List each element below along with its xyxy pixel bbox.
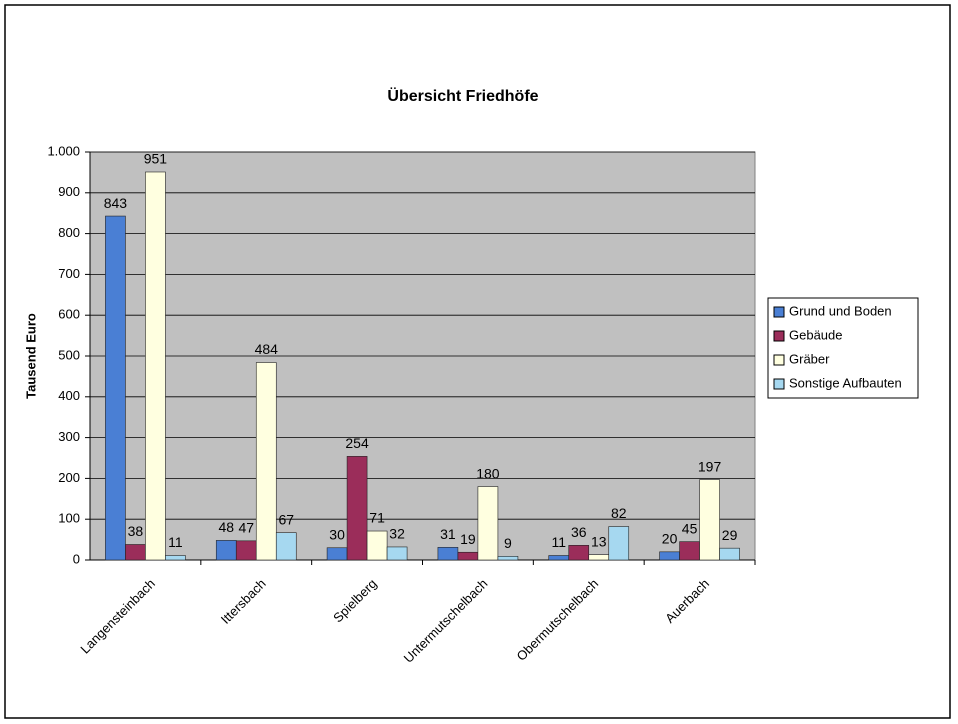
y-tick-label: 200 — [58, 470, 80, 485]
legend-label: Gräber — [789, 351, 830, 366]
data-label: 48 — [218, 519, 234, 535]
data-label: 9 — [504, 535, 512, 551]
bar — [215, 540, 237, 561]
data-label: 484 — [255, 341, 279, 357]
bar — [386, 546, 408, 561]
bar — [366, 530, 388, 561]
legend-swatch — [773, 330, 785, 342]
data-label: 19 — [460, 531, 476, 547]
y-tick-label: 400 — [58, 388, 80, 403]
data-label: 843 — [104, 195, 128, 211]
bar — [477, 486, 499, 561]
data-label: 82 — [611, 505, 627, 521]
legend-swatch — [773, 306, 785, 318]
data-label: 31 — [440, 526, 456, 542]
data-label: 20 — [662, 531, 678, 547]
data-label: 71 — [369, 510, 385, 526]
data-label: 47 — [238, 520, 254, 536]
bar — [145, 171, 166, 561]
data-label: 180 — [476, 465, 500, 481]
bar — [608, 526, 630, 561]
y-tick-label: 900 — [58, 184, 80, 199]
bar — [165, 555, 186, 561]
legend-label: Grund und Boden — [789, 303, 892, 318]
legend-label: Sonstige Aufbauten — [789, 375, 902, 390]
bar — [699, 479, 720, 561]
data-label: 11 — [551, 534, 566, 550]
data-label: 45 — [682, 520, 698, 536]
data-label: 254 — [345, 435, 369, 451]
y-tick-label: 100 — [58, 511, 80, 526]
y-tick-label: 0 — [73, 551, 80, 566]
y-tick-label: 500 — [58, 347, 80, 362]
bar — [125, 544, 146, 561]
data-label: 11 — [168, 534, 183, 550]
legend-label: Gebäude — [789, 327, 843, 342]
data-label: 13 — [591, 533, 607, 549]
bar — [437, 547, 459, 561]
bar — [457, 551, 479, 561]
data-label: 197 — [698, 458, 722, 474]
data-label: 29 — [722, 527, 738, 543]
bar — [719, 547, 740, 561]
bar — [346, 456, 368, 561]
bar — [548, 555, 570, 561]
bar — [679, 541, 700, 561]
y-tick-label: 1.000 — [47, 143, 80, 158]
data-label: 951 — [144, 151, 168, 167]
bar — [588, 554, 610, 561]
legend-box — [767, 297, 919, 399]
bar — [568, 545, 590, 561]
bar — [105, 215, 126, 561]
y-tick-label: 300 — [58, 429, 80, 444]
data-label: 67 — [278, 511, 294, 527]
legend-swatch — [773, 354, 785, 366]
data-label: 36 — [571, 524, 587, 540]
bar — [275, 532, 297, 561]
data-label: 30 — [329, 526, 345, 542]
y-axis-label: Tausend Euro — [23, 313, 38, 399]
data-label: 32 — [389, 526, 405, 542]
chart-title: Übersicht Friedhöfe — [387, 86, 538, 105]
data-label: 38 — [128, 523, 144, 539]
bar — [255, 362, 277, 561]
y-tick-label: 800 — [58, 225, 80, 240]
bar — [326, 547, 348, 561]
y-tick-label: 700 — [58, 266, 80, 281]
bar — [235, 540, 257, 561]
bar — [497, 556, 519, 561]
legend-swatch — [773, 378, 785, 390]
bar — [659, 551, 680, 561]
y-tick-label: 600 — [58, 307, 80, 322]
